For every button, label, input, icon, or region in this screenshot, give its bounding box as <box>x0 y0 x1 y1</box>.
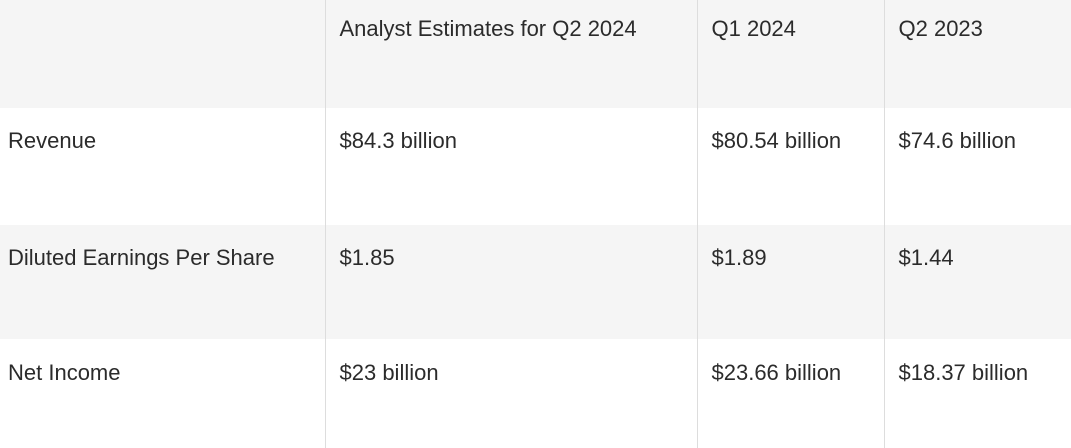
cell-analyst-estimate: $23 billion <box>324 339 697 448</box>
header-cell-metric <box>0 0 325 108</box>
table-header: Analyst Estimates for Q2 2024 Q1 2024 Q2… <box>0 0 1071 108</box>
cell-analyst-estimate: $84.3 billion <box>324 108 697 225</box>
row-label: Diluted Earnings Per Share <box>8 245 275 270</box>
table-row: Diluted Earnings Per Share $1.85 $1.89 $… <box>0 225 1071 339</box>
cell-q1-2024: $80.54 billion <box>696 108 884 225</box>
table-row: Revenue $84.3 billion $80.54 billion $74… <box>0 108 1071 225</box>
header-row: Analyst Estimates for Q2 2024 Q1 2024 Q2… <box>0 0 1071 108</box>
row-label: Revenue <box>8 128 97 153</box>
table-row: Net Income $23 billion $23.66 billion $1… <box>0 339 1071 448</box>
row-label: Net Income <box>8 360 121 385</box>
cell-analyst-estimate: $1.85 <box>324 225 697 339</box>
header-cell-q1-2024: Q1 2024 <box>696 0 884 108</box>
cell-q2-2023: $74.6 billion <box>883 108 1071 225</box>
header-cell-analyst-estimates: Analyst Estimates for Q2 2024 <box>324 0 697 108</box>
cell-q1-2024: $1.89 <box>696 225 884 339</box>
cell-q1-2024: $23.66 billion <box>696 339 884 448</box>
header-cell-q2-2023: Q2 2023 <box>883 0 1071 108</box>
cell-q2-2023: $18.37 billion <box>883 339 1071 448</box>
table-body: Revenue $84.3 billion $80.54 billion $74… <box>0 108 1071 448</box>
cell-q2-2023: $1.44 <box>883 225 1071 339</box>
